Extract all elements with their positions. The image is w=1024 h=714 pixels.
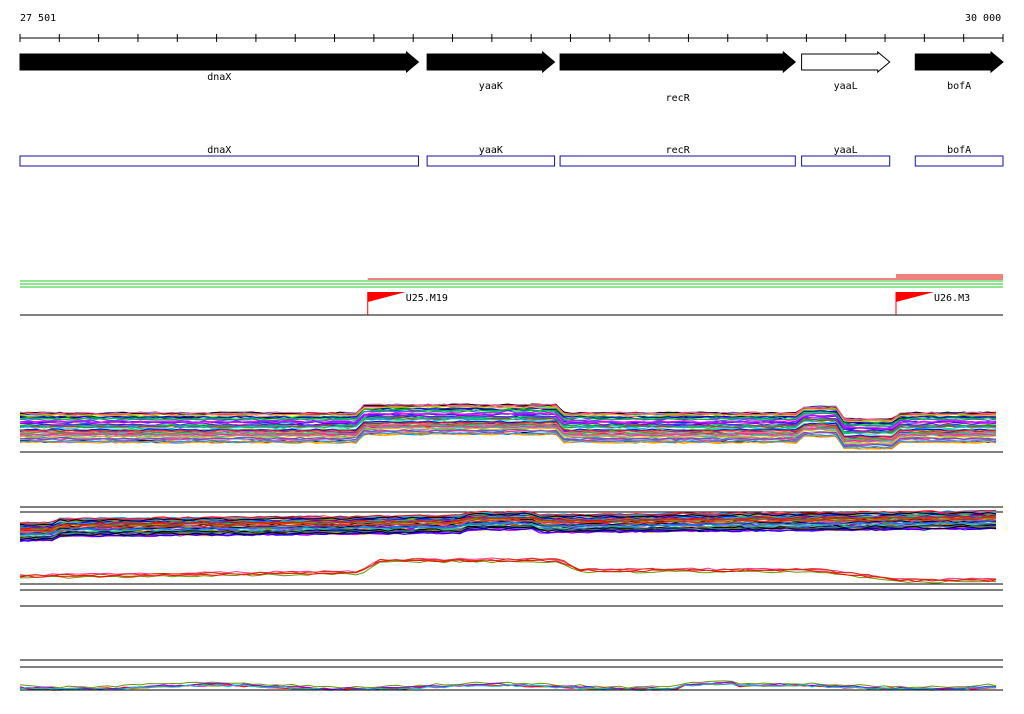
profile-line: [19, 518, 997, 532]
gene-label-yaaL: yaaL: [834, 81, 858, 92]
gene-arrow-bofA: [914, 50, 1004, 74]
profile-line: [19, 559, 997, 583]
profile-line: [19, 427, 997, 445]
profile-line: [19, 405, 997, 423]
gene-label-recR: recR: [666, 93, 691, 104]
transcript-track: dnaX yaaK recR yaaL bofA: [19, 145, 1004, 167]
profile-line: [19, 516, 997, 531]
profile-line: [19, 414, 997, 432]
profile-line: [19, 683, 997, 692]
promoter-label: U25.M19: [406, 293, 448, 304]
gene-label-yaaK: yaaK: [479, 81, 503, 92]
profile-line: [19, 429, 997, 447]
gene-label-dnaX: dnaX: [207, 72, 231, 83]
transcript-label-yaaK: yaaK: [479, 145, 503, 156]
expression-profile-track-3: [19, 659, 1003, 692]
profile-line: [19, 420, 997, 438]
profile-line: [19, 520, 997, 535]
gene-arrow-yaaL: [801, 50, 891, 74]
transcript-box-recR: [559, 155, 796, 167]
profile-line: [19, 521, 997, 537]
profile-line: [19, 514, 997, 530]
profile-line: [19, 429, 997, 447]
promoter-track: U25.M19 U26.M3: [20, 274, 1003, 316]
profile-line: [19, 418, 997, 435]
profile-line: [19, 525, 997, 541]
profile-line: [19, 431, 997, 449]
scale-end-label: 30 000: [965, 13, 1002, 24]
transcript-box-bofA: [914, 155, 1004, 167]
profile-line: [19, 560, 997, 584]
promoter-label: U26.M3: [934, 293, 970, 304]
profile-line: [19, 415, 997, 433]
profile-line: [19, 524, 997, 539]
profile-line: [19, 681, 997, 691]
profile-line: [19, 408, 997, 426]
transcript-label-dnaX: dnaX: [207, 145, 231, 156]
gene-arrow-recR: [559, 50, 797, 74]
transcript-label-bofA: bofA: [947, 145, 971, 156]
profile-line: [19, 412, 997, 430]
transcript-box-yaaL: [801, 155, 891, 167]
promoter-flag: [367, 292, 406, 302]
profile-line: [19, 680, 997, 689]
transcript-label-recR: recR: [666, 145, 691, 156]
profile-line: [19, 509, 997, 524]
promoter-flag: [896, 292, 935, 302]
transcript-box-yaaK: [426, 155, 556, 167]
transcript-label-yaaL: yaaL: [834, 145, 858, 156]
profile-line: [19, 525, 997, 540]
expression-profile-track-2: [19, 506, 1003, 607]
gene-track: dnaX yaaK recR yaaL bofA: [19, 50, 1004, 104]
gene-arrow-dnaX: [19, 50, 420, 74]
coordinate-ruler: [19, 34, 1004, 42]
expression-profile-track-1: [19, 403, 1003, 453]
transcript-box-dnaX: [19, 155, 419, 167]
profile-line: [19, 410, 997, 428]
gene-arrow-yaaK: [426, 50, 556, 74]
profile-line: [19, 421, 997, 439]
profile-line: [19, 425, 997, 443]
gene-label-bofA: bofA: [947, 81, 971, 92]
profile-line: [19, 403, 997, 421]
profile-line: [19, 558, 997, 581]
scale-start-label: 27 501: [20, 13, 57, 24]
profile-line: [19, 511, 997, 526]
profile-line: [19, 406, 997, 424]
